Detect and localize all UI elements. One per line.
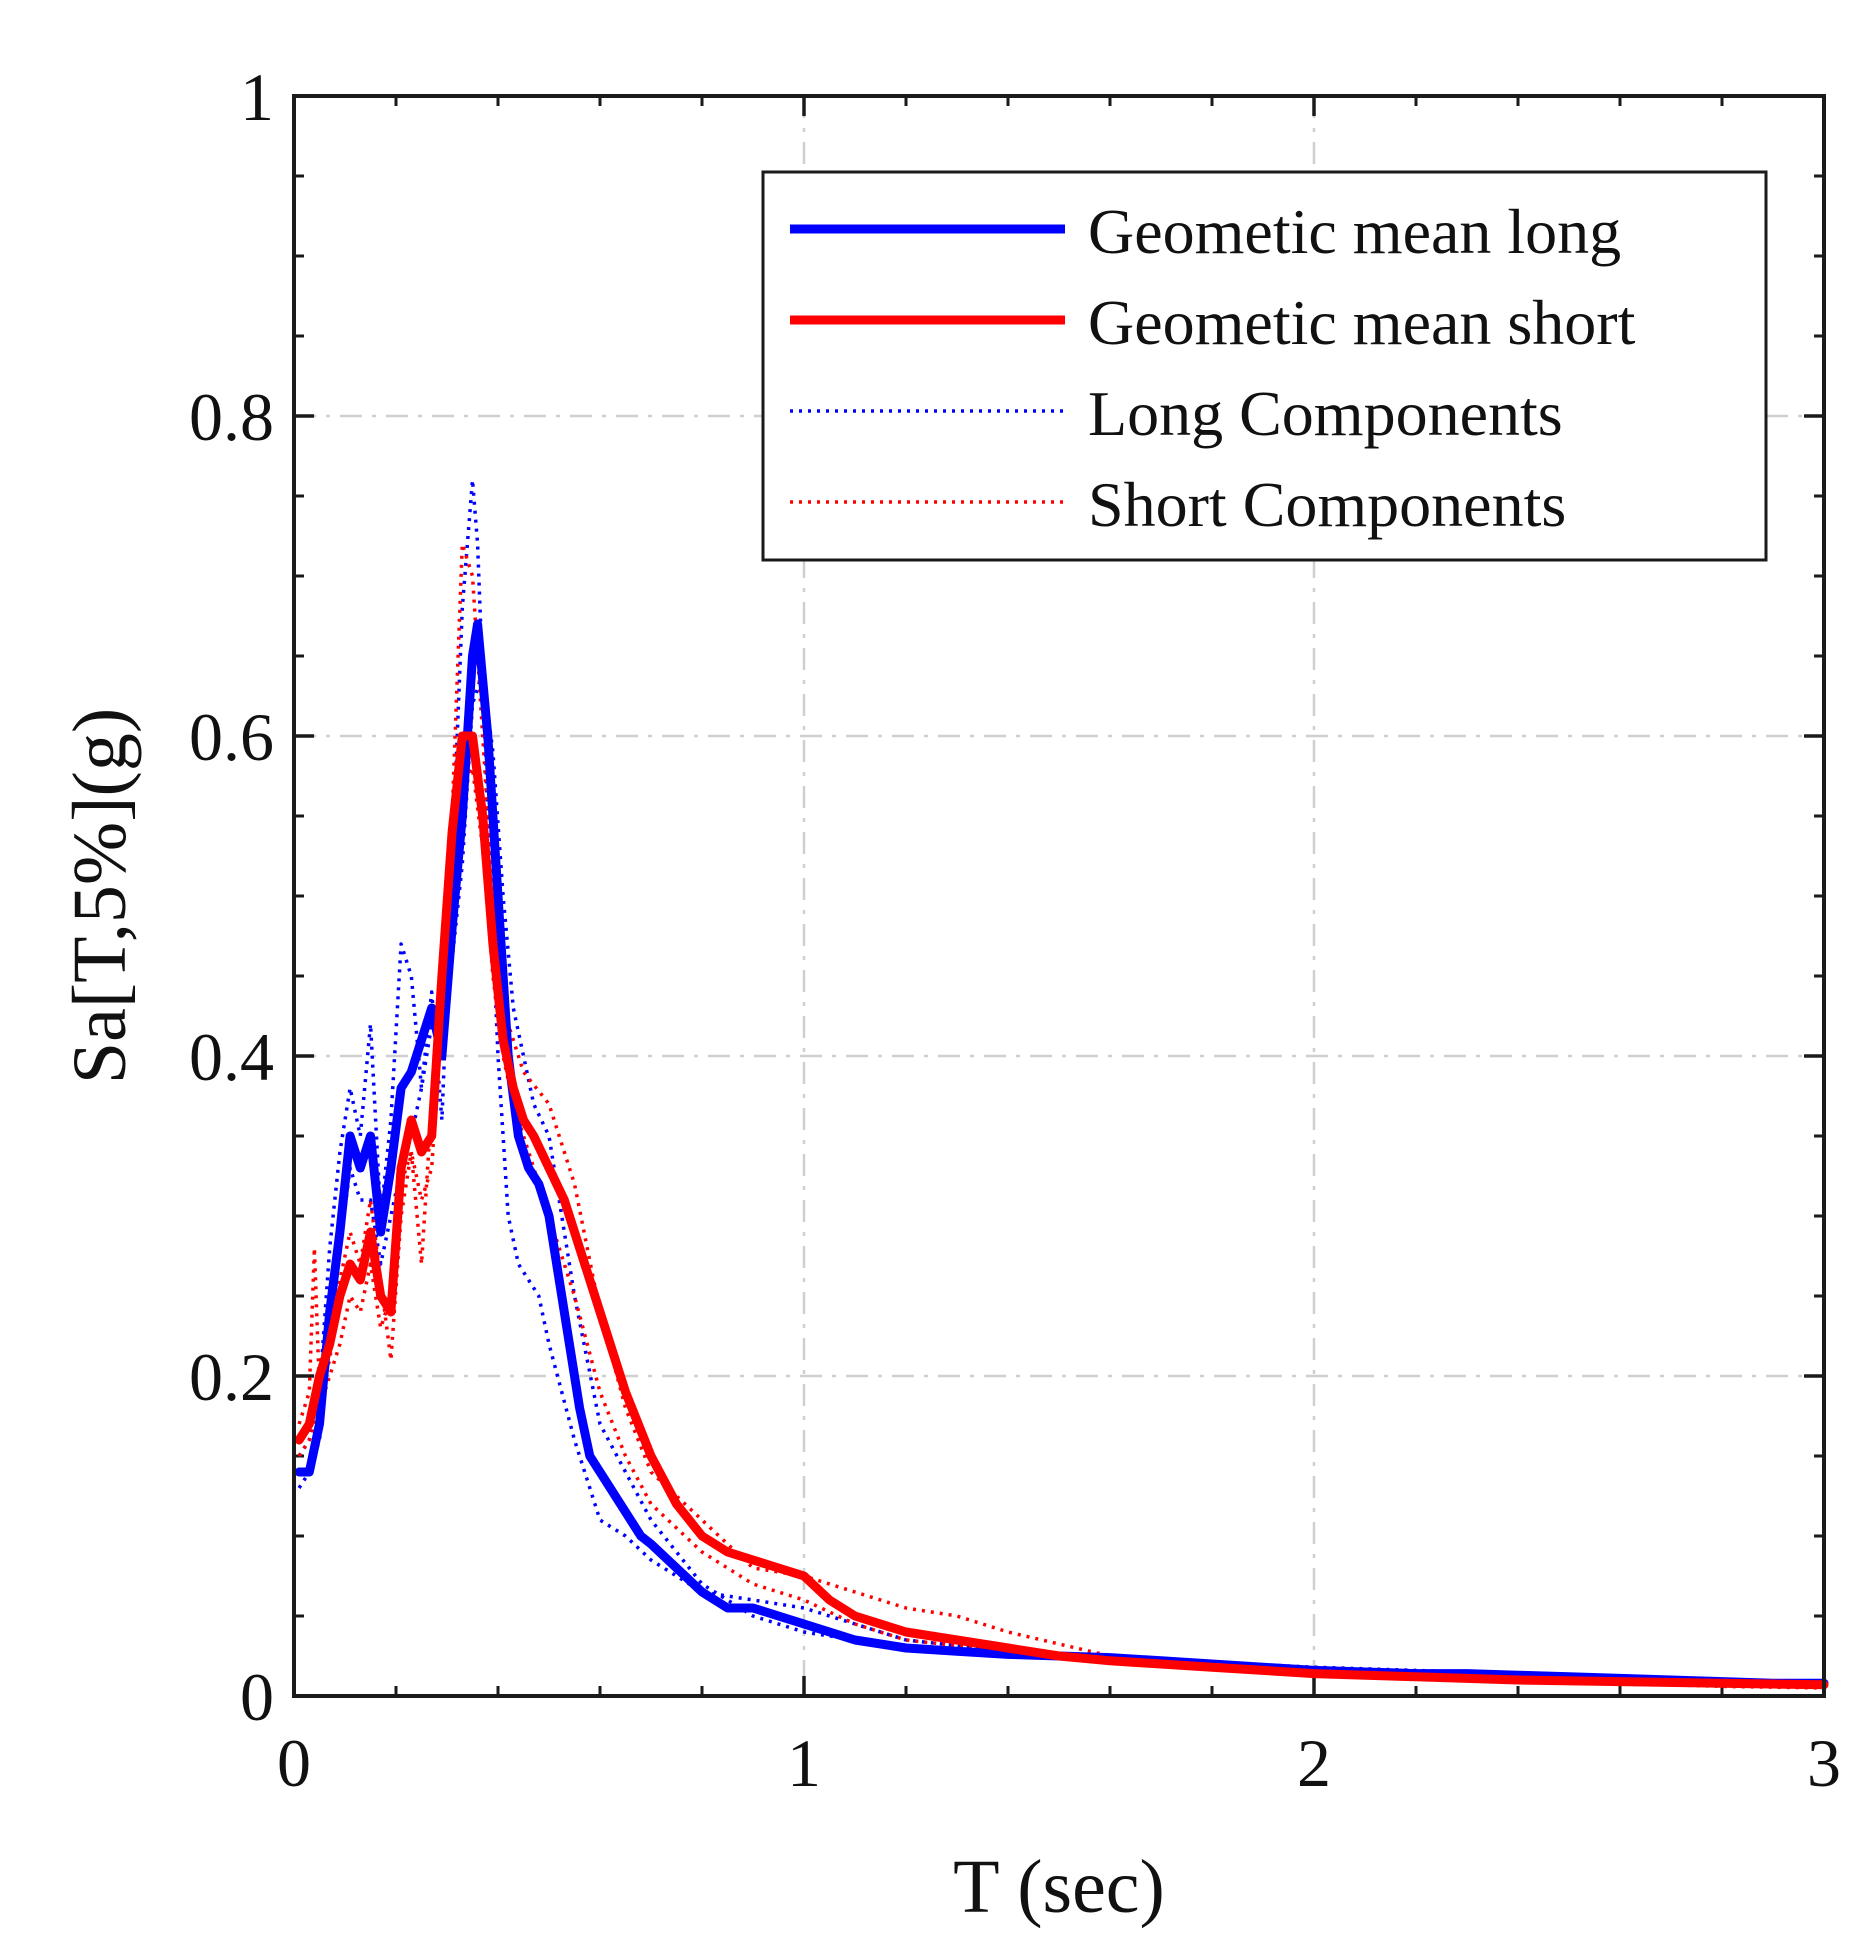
y-tick-label: 0.8 <box>189 379 274 455</box>
legend-label-long-components: Long Components <box>1088 378 1563 449</box>
x-tick-label: 2 <box>1297 1725 1331 1801</box>
y-tick-label: 1 <box>240 59 274 135</box>
y-tick-label: 0.4 <box>189 1019 274 1095</box>
x-tick-labels: 0 1 2 3 <box>277 1725 1841 1801</box>
plot-frame <box>292 94 1826 1698</box>
series-geometic-mean-short <box>294 731 1829 1690</box>
x-tick-label: 1 <box>787 1725 821 1801</box>
y-tick-label: 0.6 <box>189 699 274 775</box>
x-tick-label: 3 <box>1807 1725 1841 1801</box>
y-tick-label: 0.2 <box>189 1339 274 1415</box>
data-series <box>294 478 1829 1690</box>
y-tick-label: 0 <box>240 1659 274 1735</box>
y-axis-label: Sa[T,5%](g) <box>58 708 142 1084</box>
legend-label-short-components: Short Components <box>1088 469 1566 540</box>
x-axis-label: T (sec) <box>953 1845 1165 1929</box>
x-tick-label: 0 <box>277 1725 311 1801</box>
legend-label-geometic-mean-short: Geometic mean short <box>1088 287 1636 358</box>
legend-label-geometic-mean-long: Geometic mean long <box>1088 196 1621 267</box>
y-tick-labels: 0 0.2 0.4 0.6 0.8 1 <box>189 59 274 1735</box>
legend-box <box>761 170 1768 562</box>
legend: Geometic mean long Geometic mean short Lon… <box>761 170 1768 562</box>
